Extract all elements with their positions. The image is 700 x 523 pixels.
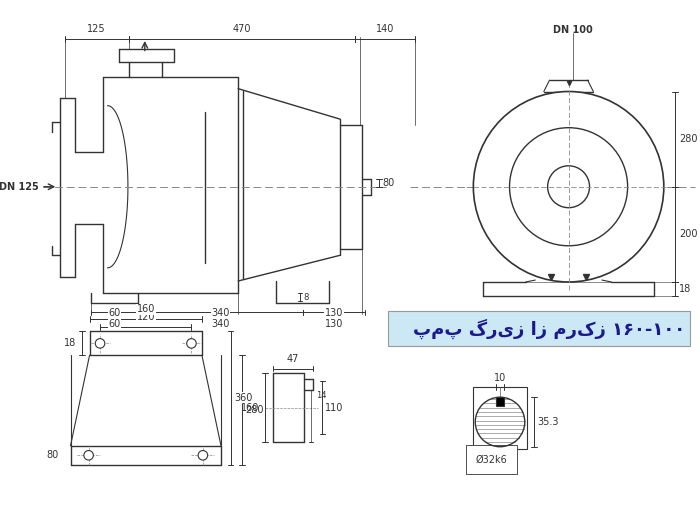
Text: 130: 130 [325,319,343,329]
Circle shape [547,166,589,208]
Text: 280: 280 [246,405,264,415]
Text: 360: 360 [234,393,253,403]
Text: 80: 80 [382,178,394,188]
Text: 280: 280 [679,134,697,144]
Text: 14: 14 [316,391,326,400]
Text: Ø32k6: Ø32k6 [475,454,507,464]
Text: 200: 200 [679,230,697,240]
Text: 140: 140 [376,25,394,35]
Text: 120: 120 [136,312,155,322]
Circle shape [95,338,105,348]
Circle shape [198,450,208,460]
Text: 160: 160 [241,403,260,413]
Circle shape [187,338,196,348]
Text: 8: 8 [303,293,308,302]
Text: 60: 60 [108,319,120,329]
Text: 340: 340 [211,308,230,318]
Text: 47: 47 [287,354,299,364]
Text: پمپ گریز از مرکز ۱۶۰-۱۰۰: پمپ گریز از مرکز ۱۶۰-۱۰۰ [412,319,685,339]
Circle shape [475,397,525,447]
FancyBboxPatch shape [388,312,690,346]
Bar [473,386,526,449]
Text: 80: 80 [47,450,59,460]
Text: DN 100: DN 100 [554,25,593,35]
Text: 110: 110 [326,403,344,413]
Text: 470: 470 [232,25,251,35]
Text: 18: 18 [679,284,692,294]
Circle shape [473,92,664,282]
Bar [496,397,504,406]
Text: 125: 125 [88,25,106,35]
Text: 10: 10 [494,373,506,383]
Text: 18: 18 [64,338,76,348]
Text: DN 125: DN 125 [0,182,39,192]
Text: 130: 130 [325,308,343,318]
Text: 35.3: 35.3 [537,417,559,427]
Circle shape [510,128,628,246]
Text: 160: 160 [136,304,155,314]
Text: 60: 60 [108,308,120,318]
Circle shape [84,450,93,460]
Text: 340: 340 [211,319,230,329]
